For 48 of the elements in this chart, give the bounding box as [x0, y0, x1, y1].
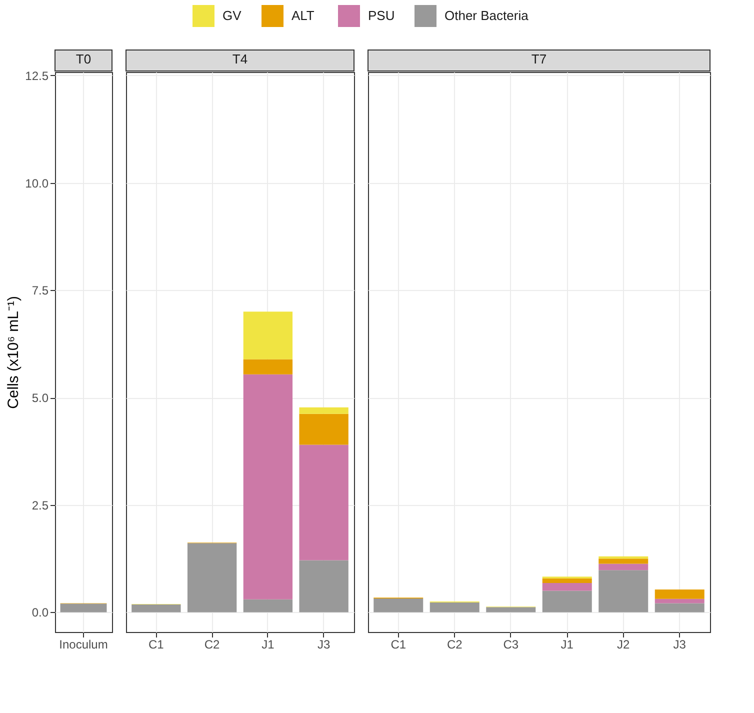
- legend-label: Other Bacteria: [444, 8, 530, 23]
- chart-title: T7: [531, 52, 547, 66]
- x-tick-label: C2: [446, 638, 463, 652]
- legend-label: PSU: [368, 8, 395, 23]
- x-tick-label: J3: [673, 638, 686, 652]
- x-tick-label: J2: [617, 638, 630, 652]
- y-tick-label: 7.5: [32, 284, 49, 298]
- legend-label: GV: [222, 8, 242, 23]
- bar: [187, 543, 237, 612]
- bar: [243, 374, 293, 600]
- x-tick-label: J3: [317, 638, 330, 652]
- x-tick-label: Inoculum: [59, 638, 108, 652]
- y-tick-label: 5.0: [32, 391, 49, 406]
- y-axis-title: Cells (x10⁶ mL⁻¹): [5, 296, 22, 409]
- x-tick-label: C2: [204, 638, 220, 652]
- bar: [430, 602, 480, 612]
- bar: [299, 444, 348, 560]
- bar: [654, 603, 704, 612]
- bar: [132, 604, 181, 612]
- legend-label: ALT: [292, 8, 314, 23]
- bar: [299, 560, 348, 612]
- x-tick-label: J1: [262, 638, 275, 652]
- bar: [374, 598, 424, 612]
- bar: [654, 589, 704, 599]
- bar: [486, 607, 536, 612]
- bar: [299, 407, 348, 414]
- x-tick-label: C1: [148, 638, 164, 652]
- x-tick-label: C3: [503, 638, 519, 652]
- chart-title: T0: [76, 52, 92, 66]
- bar: [598, 570, 648, 612]
- y-tick-label: 12.5: [25, 68, 49, 83]
- bar: [542, 583, 592, 591]
- y-tick-label: 2.5: [32, 498, 49, 512]
- x-tick-label: C1: [390, 638, 406, 652]
- bar: [243, 312, 293, 360]
- y-tick-label: 0.0: [32, 606, 49, 620]
- bar: [243, 359, 293, 374]
- bar: [243, 599, 293, 612]
- bar: [598, 556, 648, 559]
- chart-title: T4: [232, 52, 248, 66]
- bar: [598, 558, 648, 564]
- bar: [598, 564, 648, 570]
- bar: [542, 578, 592, 584]
- bar: [299, 414, 348, 445]
- bar: [542, 590, 592, 612]
- y-tick-label: 10.0: [25, 176, 49, 190]
- bar: [654, 598, 704, 604]
- x-tick-label: J1: [560, 638, 574, 652]
